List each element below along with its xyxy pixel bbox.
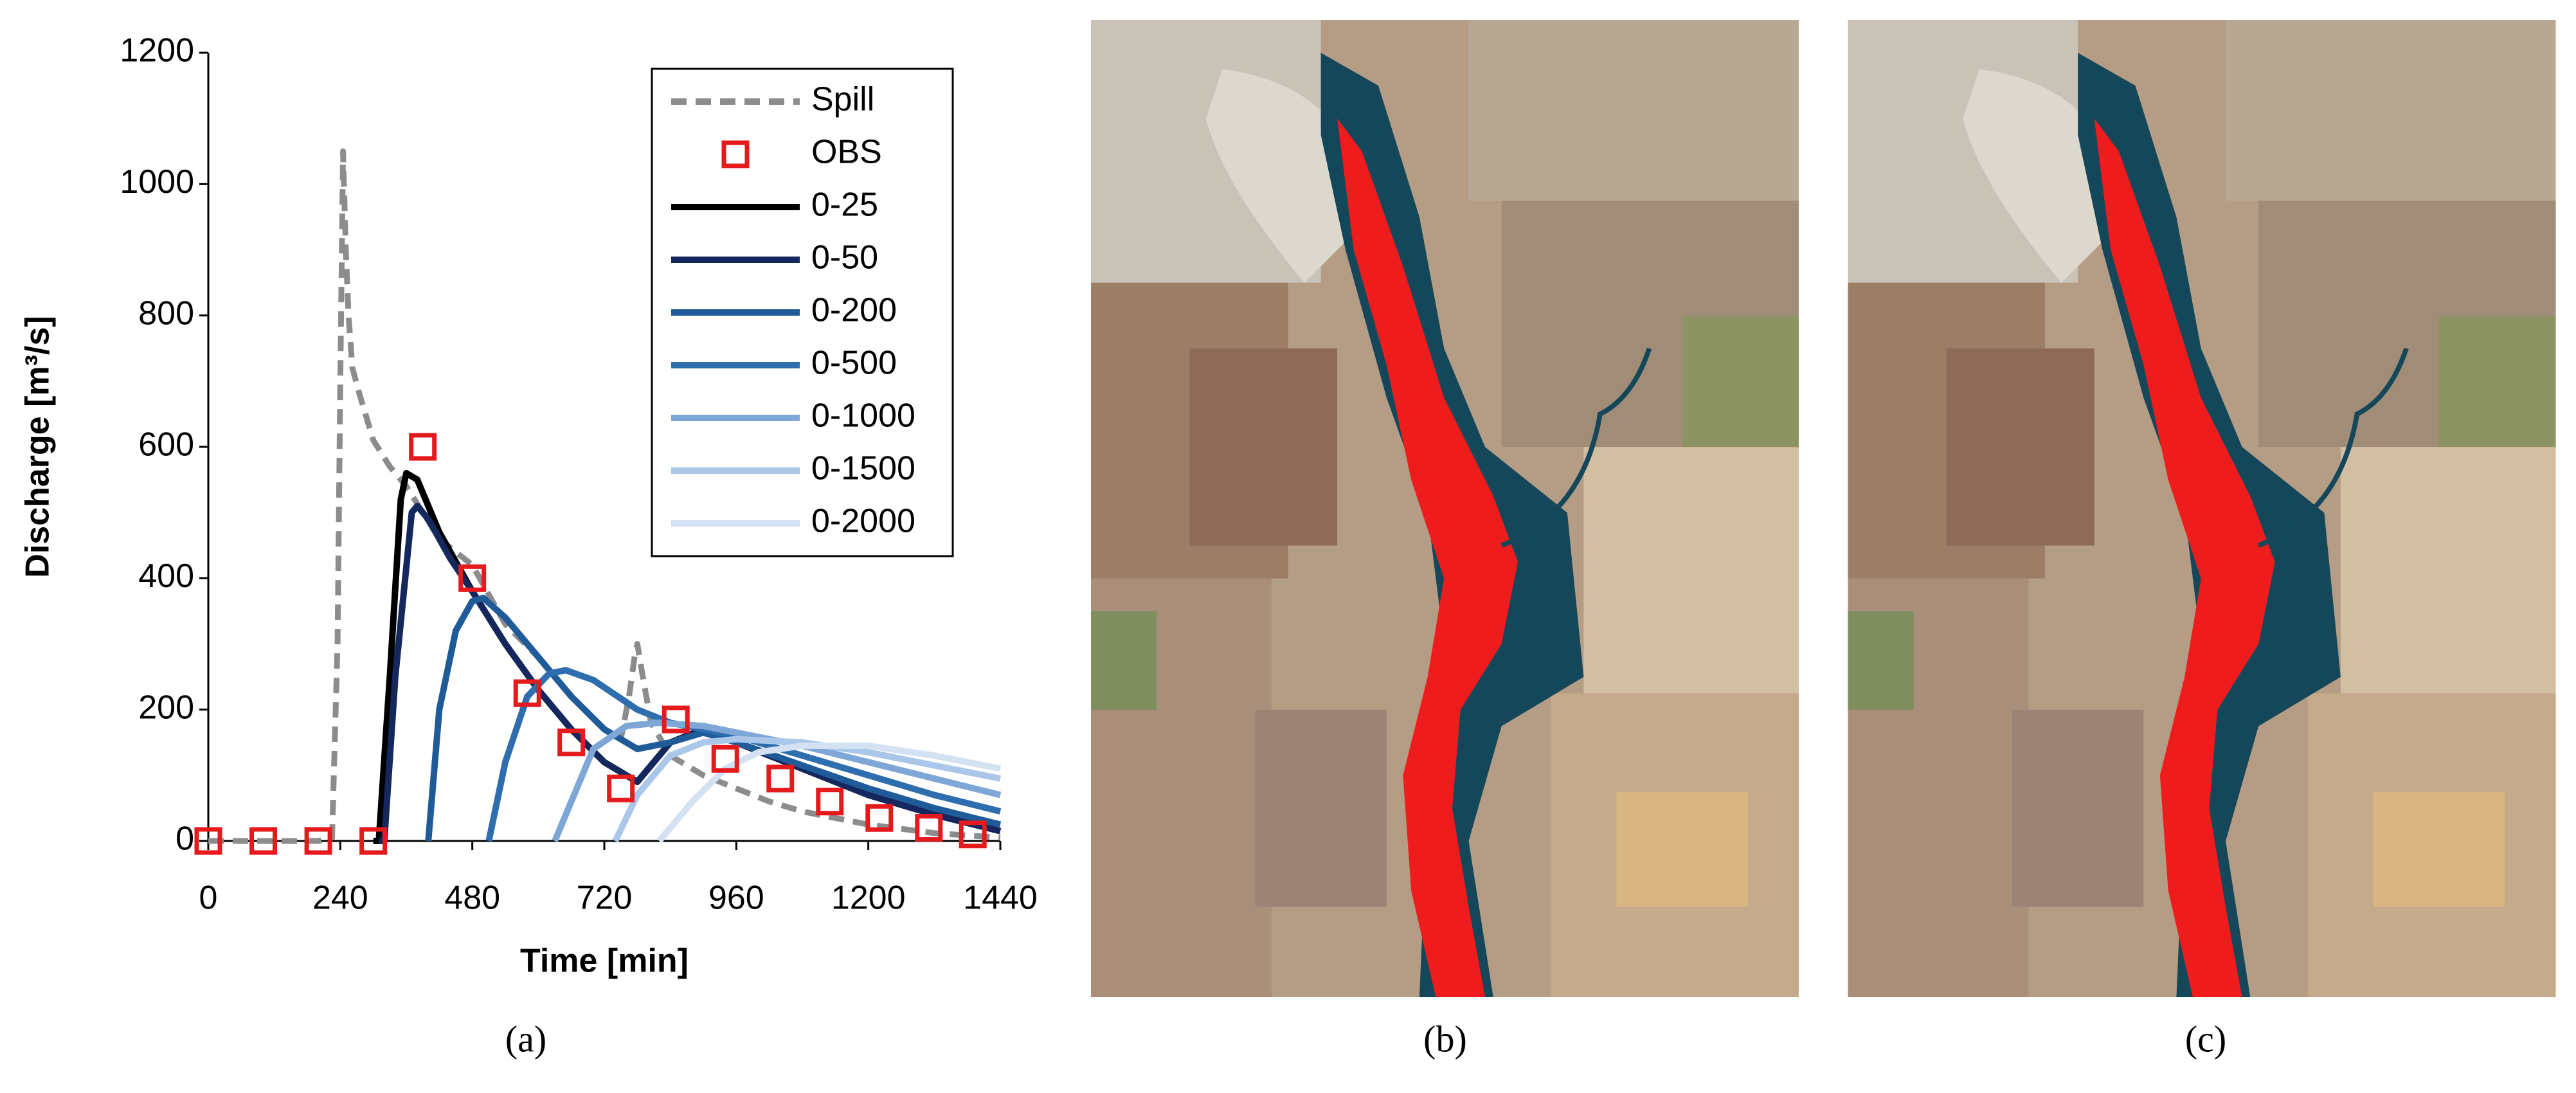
obs-marker (959, 820, 987, 849)
y-tick-label: 1000 (120, 163, 194, 201)
obs-marker (662, 705, 690, 734)
obs-marker (409, 433, 437, 461)
x-tick-label: 1200 (831, 880, 906, 917)
map-c (1848, 20, 2555, 997)
x-tick-label: 960 (708, 880, 764, 917)
caption: (a) (505, 1018, 546, 1060)
series-line (656, 742, 1001, 844)
y-tick-label: 400 (138, 557, 194, 595)
caption: (b) (1423, 1018, 1467, 1060)
x-tick-label: 0 (199, 880, 218, 917)
legend-label: 0-1500 (811, 450, 915, 487)
y-tick-label: 800 (138, 294, 194, 332)
legend-label: 0-1000 (811, 397, 915, 435)
caption: (c) (2185, 1018, 2226, 1060)
legend-label: 0-2000 (811, 503, 915, 540)
obs-marker (304, 827, 332, 855)
x-tick-label: 720 (577, 880, 633, 917)
y-tick-label: 600 (138, 426, 194, 464)
series-line (552, 719, 1002, 842)
y-axis-title: Discharge [m³/s] (19, 316, 57, 577)
y-tick-label: 0 (176, 820, 194, 858)
y-tick-label: 200 (138, 689, 194, 726)
x-tick-label: 480 (444, 880, 500, 917)
obs-marker (915, 814, 943, 842)
obs-marker (711, 745, 739, 773)
x-tick-label: 1440 (963, 880, 1038, 917)
legend-label: 0-25 (811, 186, 878, 224)
obs-marker (513, 679, 541, 707)
obs-marker (557, 728, 586, 757)
obs-marker (249, 827, 278, 855)
obs-marker (766, 764, 795, 793)
series-line (485, 667, 1002, 842)
legend-marker (721, 140, 750, 168)
obs-marker (194, 827, 222, 855)
legend-label: 0-50 (811, 239, 878, 276)
obs-marker (359, 827, 388, 855)
legend-label: 0-500 (811, 345, 897, 382)
obs-marker (865, 804, 894, 832)
series-line (425, 594, 1002, 842)
x-axis-title: Time [min] (520, 943, 689, 980)
map-b (1091, 20, 1799, 997)
series-line (612, 736, 1001, 843)
y-tick-label: 1200 (120, 32, 194, 69)
obs-marker (458, 564, 487, 592)
x-tick-label: 240 (312, 880, 368, 917)
legend-label: 0-200 (811, 292, 897, 329)
legend-label: OBS (811, 134, 882, 171)
obs-marker (816, 788, 844, 816)
legend-label: Spill (811, 81, 874, 118)
obs-marker (607, 774, 635, 802)
